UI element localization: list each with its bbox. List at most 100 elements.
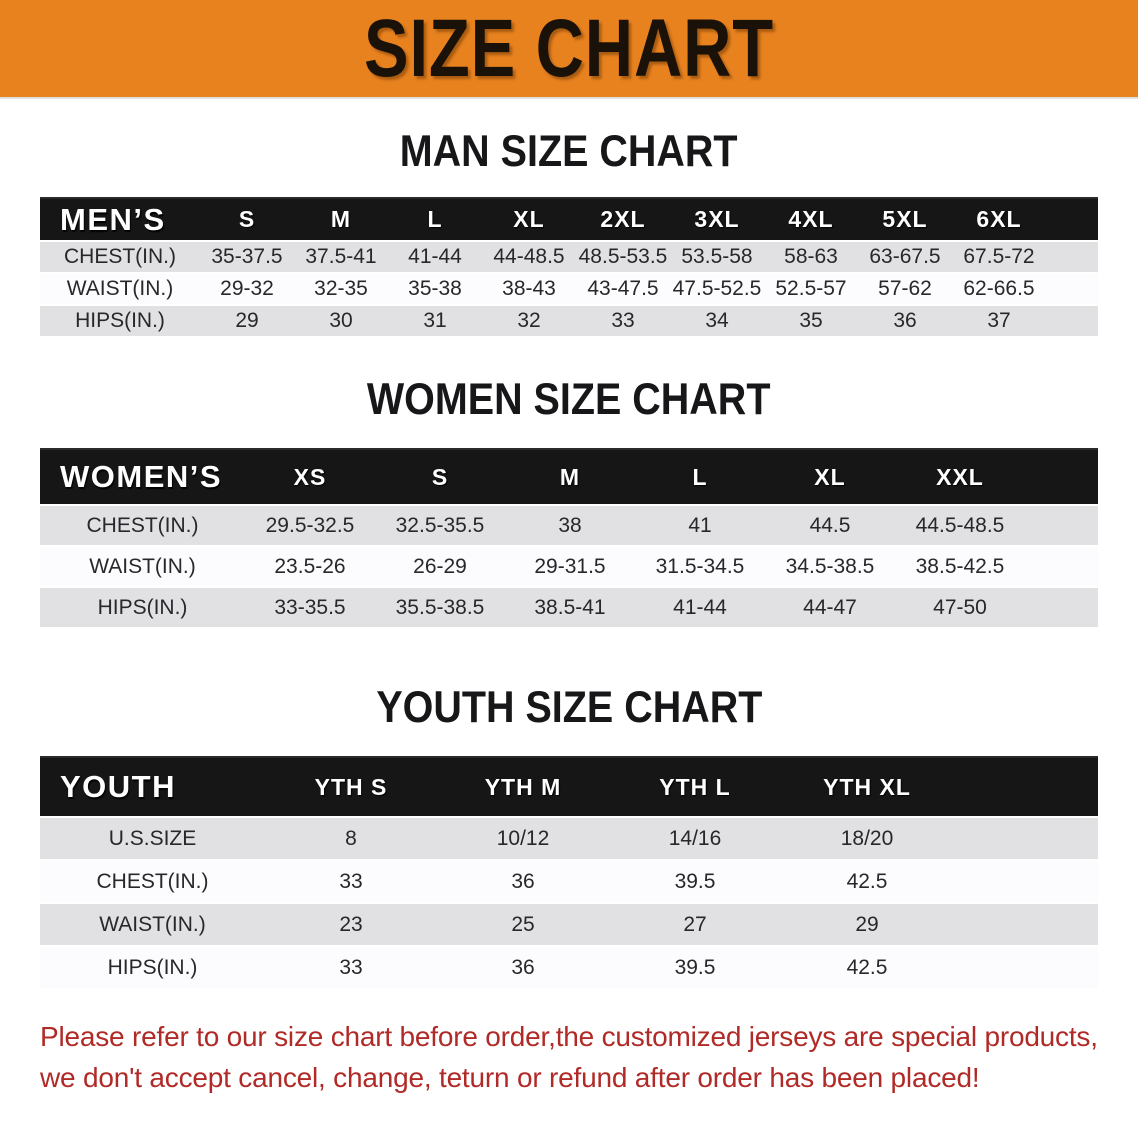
measurement-value: 39.5 xyxy=(609,947,781,990)
men-table-head: MEN’S S M L XL 2XL 3XL 4XL 5XL 6XL xyxy=(40,197,1098,242)
table-title: MEN’S xyxy=(40,197,200,242)
size-column-header: 4XL xyxy=(764,197,858,242)
measurement-value: 62-66.5 xyxy=(952,274,1046,306)
size-column-header: YTH S xyxy=(265,756,437,818)
women-table-head: WOMEN’S XS S M L XL XXL xyxy=(40,448,1098,506)
measurement-value: 47.5-52.5 xyxy=(670,274,764,306)
measurement-value: 30 xyxy=(294,306,388,338)
measurement-value: 33 xyxy=(265,861,437,904)
measurement-value: 57-62 xyxy=(858,274,952,306)
measurement-value: 29-31.5 xyxy=(505,547,635,588)
measurement-value: 18/20 xyxy=(781,818,953,861)
size-column-header: S xyxy=(200,197,294,242)
men-section: MAN SIZE CHART MEN’S S M L XL 2XL 3XL 4XL 5XL 6XL… xyxy=(0,97,1138,338)
measurement-value: 52.5-57 xyxy=(764,274,858,306)
measurement-value: 29 xyxy=(200,306,294,338)
men-table-body: CHEST(IN.) 35-37.5 37.5-41 41-44 44-48.5 48.5… xyxy=(40,242,1098,338)
size-column-header: 5XL xyxy=(858,197,952,242)
size-column-header: XXL xyxy=(895,448,1025,506)
measurement-value: 42.5 xyxy=(781,861,953,904)
measurement-label: HIPS(IN.) xyxy=(40,588,245,629)
row-filler xyxy=(1046,306,1098,338)
measurement-row: HIPS(IN.) 29 30 31 32 33 34 35 36 37 xyxy=(40,306,1098,338)
row-filler xyxy=(1025,588,1098,629)
measurement-value: 31.5-34.5 xyxy=(635,547,765,588)
size-column-header: S xyxy=(375,448,505,506)
measurement-value: 53.5-58 xyxy=(670,242,764,274)
measurement-value: 35-38 xyxy=(388,274,482,306)
order-notice: Please refer to our size chart before or… xyxy=(0,990,1138,1098)
notice-line-2: we don't accept cancel, change, teturn o… xyxy=(40,1062,980,1093)
size-column-header: YTH XL xyxy=(781,756,953,818)
measurement-value: 39.5 xyxy=(609,861,781,904)
men-size-table: MEN’S S M L XL 2XL 3XL 4XL 5XL 6XL CHEST(IN.) 35-3… xyxy=(40,197,1098,338)
measurement-row: U.S.SIZE 8 10/12 14/16 18/20 xyxy=(40,818,1098,861)
measurement-value: 44.5-48.5 xyxy=(895,506,1025,547)
measurement-value: 14/16 xyxy=(609,818,781,861)
header-filler xyxy=(1025,448,1098,506)
measurement-value: 29.5-32.5 xyxy=(245,506,375,547)
header-filler xyxy=(953,756,1098,818)
banner-title: SIZE CHART xyxy=(363,2,775,94)
row-filler xyxy=(953,947,1098,990)
measurement-label: WAIST(IN.) xyxy=(40,904,265,947)
measurement-label: HIPS(IN.) xyxy=(40,947,265,990)
women-size-table: WOMEN’S XS S M L XL XXL CHEST(IN.) 29.5-32.5 32.… xyxy=(40,448,1098,629)
measurement-label: CHEST(IN.) xyxy=(40,861,265,904)
men-heading-text: MAN SIZE CHART xyxy=(400,125,738,176)
measurement-value: 37.5-41 xyxy=(294,242,388,274)
measurement-row: WAIST(IN.) 29-32 32-35 35-38 38-43 43-47.5 47.… xyxy=(40,274,1098,306)
size-chart-banner: SIZE CHART xyxy=(0,0,1138,97)
measurement-value: 27 xyxy=(609,904,781,947)
measurement-value: 31 xyxy=(388,306,482,338)
measurement-label: CHEST(IN.) xyxy=(40,242,200,274)
youth-table-head: YOUTH YTH S YTH M YTH L YTH XL xyxy=(40,756,1098,818)
table-title: YOUTH xyxy=(40,756,265,818)
size-column-header: YTH L xyxy=(609,756,781,818)
row-filler xyxy=(1046,242,1098,274)
measurement-value: 32-35 xyxy=(294,274,388,306)
size-column-header: 2XL xyxy=(576,197,670,242)
measurement-value: 23 xyxy=(265,904,437,947)
measurement-value: 67.5-72 xyxy=(952,242,1046,274)
notice-line-1: Please refer to our size chart before or… xyxy=(40,1021,1098,1052)
size-column-header: XL xyxy=(482,197,576,242)
measurement-value: 32.5-35.5 xyxy=(375,506,505,547)
women-table-body: CHEST(IN.) 29.5-32.5 32.5-35.5 38 41 44.5 44.5… xyxy=(40,506,1098,629)
youth-section-heading: YOUTH SIZE CHART xyxy=(0,629,1138,756)
table-header-row: YOUTH YTH S YTH M YTH L YTH XL xyxy=(40,756,1098,818)
measurement-value: 58-63 xyxy=(764,242,858,274)
men-section-heading: MAN SIZE CHART xyxy=(0,97,1138,197)
size-column-header: M xyxy=(294,197,388,242)
measurement-value: 35 xyxy=(764,306,858,338)
header-filler xyxy=(1046,197,1098,242)
measurement-value: 38-43 xyxy=(482,274,576,306)
measurement-value: 23.5-26 xyxy=(245,547,375,588)
measurement-value: 33-35.5 xyxy=(245,588,375,629)
measurement-value: 33 xyxy=(576,306,670,338)
measurement-value: 25 xyxy=(437,904,609,947)
measurement-value: 44-48.5 xyxy=(482,242,576,274)
women-section: WOMEN SIZE CHART WOMEN’S XS S M L XL XXL CHEST… xyxy=(0,338,1138,629)
measurement-value: 26-29 xyxy=(375,547,505,588)
table-title: WOMEN’S xyxy=(40,448,245,506)
row-filler xyxy=(1025,547,1098,588)
measurement-row: HIPS(IN.) 33-35.5 35.5-38.5 38.5-41 41-44 44-… xyxy=(40,588,1098,629)
measurement-row: CHEST(IN.) 35-37.5 37.5-41 41-44 44-48.5 48.5… xyxy=(40,242,1098,274)
measurement-value: 8 xyxy=(265,818,437,861)
measurement-value: 38.5-41 xyxy=(505,588,635,629)
measurement-value: 38 xyxy=(505,506,635,547)
measurement-value: 37 xyxy=(952,306,1046,338)
size-column-header: 6XL xyxy=(952,197,1046,242)
measurement-value: 44-47 xyxy=(765,588,895,629)
measurement-value: 35.5-38.5 xyxy=(375,588,505,629)
measurement-value: 41-44 xyxy=(635,588,765,629)
measurement-value: 42.5 xyxy=(781,947,953,990)
row-filler xyxy=(953,818,1098,861)
row-filler xyxy=(953,861,1098,904)
row-filler xyxy=(953,904,1098,947)
measurement-label: WAIST(IN.) xyxy=(40,547,245,588)
measurement-value: 10/12 xyxy=(437,818,609,861)
measurement-value: 38.5-42.5 xyxy=(895,547,1025,588)
measurement-value: 29 xyxy=(781,904,953,947)
